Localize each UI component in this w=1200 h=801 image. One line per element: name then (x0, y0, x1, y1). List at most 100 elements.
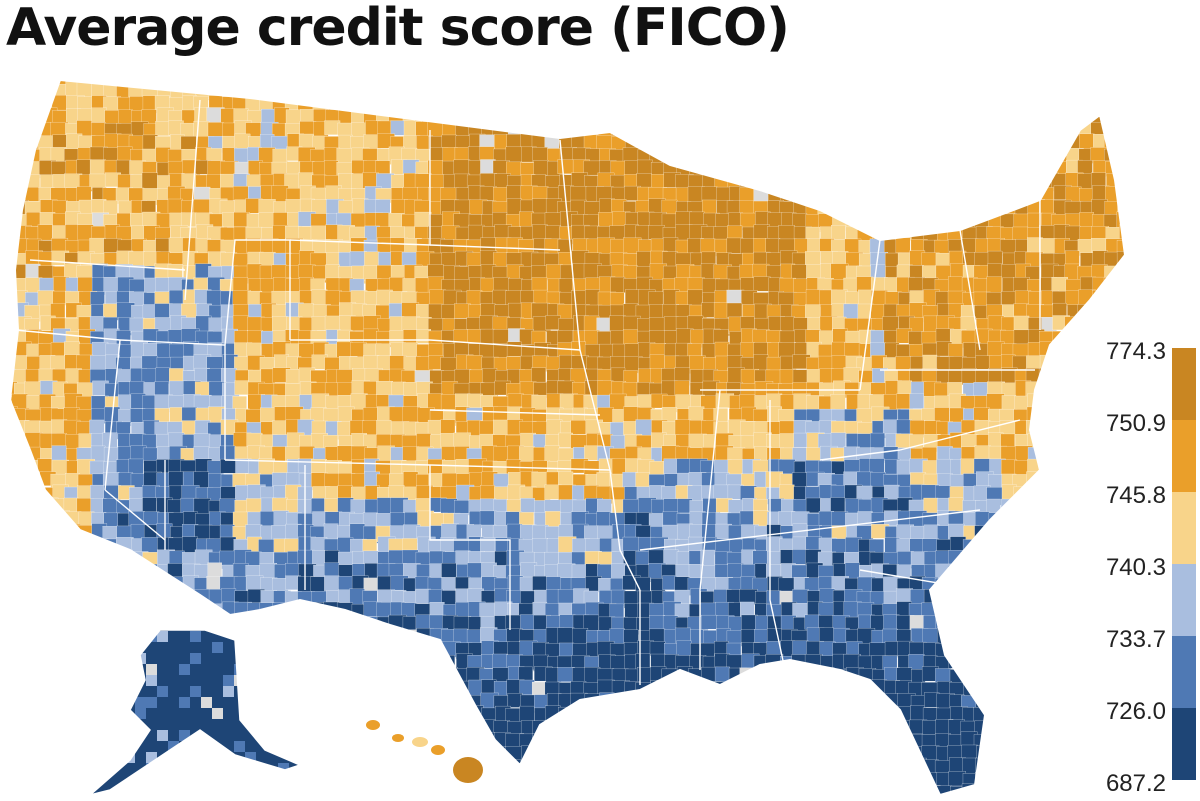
county-cell (819, 693, 835, 711)
county-cell (247, 643, 265, 659)
county-cell (63, 772, 82, 790)
county-cell (780, 121, 797, 140)
county-cell (689, 108, 706, 126)
county-cell (51, 693, 69, 710)
county-cell (583, 734, 599, 750)
county-cell (664, 797, 681, 801)
county-cell (1117, 175, 1125, 190)
county-cell (245, 80, 263, 87)
county-cell (805, 497, 822, 514)
county-cell (13, 472, 31, 489)
county-cell (102, 630, 114, 632)
county-cell (194, 602, 211, 619)
county-cell (975, 602, 991, 619)
county-cell (1025, 655, 1042, 673)
county-cell (779, 667, 798, 686)
county-cell (480, 783, 499, 795)
county-cell (831, 224, 846, 241)
county-cell (857, 759, 875, 775)
county-cell (1027, 146, 1043, 162)
county-cell (1052, 396, 1068, 415)
county-cell (532, 538, 548, 555)
county-cell (1052, 538, 1071, 555)
county-cell (558, 757, 575, 775)
county-cell (701, 694, 720, 710)
county-cell (38, 798, 53, 801)
county-cell (414, 96, 430, 114)
county-cell (141, 604, 160, 620)
county-cell (1117, 276, 1125, 294)
county-cell (597, 784, 613, 795)
county-cell (531, 744, 547, 760)
county-cell (52, 733, 68, 749)
county-cell (12, 537, 29, 554)
county-cell (739, 83, 755, 101)
county-cell (701, 133, 718, 149)
county-cell (1039, 744, 1055, 763)
county-cell (24, 524, 40, 542)
county-cell (715, 80, 734, 86)
county-cell (91, 630, 103, 632)
county-cell (921, 136, 937, 154)
county-cell (716, 785, 732, 795)
county-cell (403, 653, 420, 668)
county-cell (831, 745, 847, 760)
county-cell (611, 122, 629, 139)
county-cell (545, 315, 561, 330)
county-cell (701, 614, 718, 630)
county-cell (986, 122, 1003, 137)
county-cell (1026, 159, 1045, 175)
county-cell (246, 238, 262, 254)
county-cell (677, 692, 695, 710)
county-cell (481, 679, 497, 695)
county-cell (351, 654, 369, 671)
county-cell (1001, 575, 1018, 593)
county-cell (40, 719, 56, 735)
county-cell (428, 83, 446, 99)
county-cell (26, 83, 42, 102)
county-cell (155, 277, 171, 293)
county-cell (377, 120, 393, 136)
county-cell (1025, 708, 1042, 723)
county-cell (1028, 564, 1044, 583)
county-cell (493, 110, 511, 128)
county-cell (674, 576, 690, 592)
county-cell (545, 758, 562, 775)
county-cell (1053, 667, 1069, 686)
county-cell (884, 162, 899, 180)
county-cell (403, 95, 422, 111)
county-cell (884, 172, 901, 190)
county-cell (713, 302, 729, 320)
county-cell (858, 135, 875, 150)
county-cell (77, 224, 94, 241)
county-cell (78, 551, 94, 570)
county-cell (1040, 133, 1058, 151)
county-cell (818, 744, 834, 763)
county-cell (1116, 240, 1125, 256)
county-cell (845, 786, 862, 795)
county-cell (817, 760, 836, 776)
county-cell (923, 213, 940, 229)
county-cell (974, 614, 991, 630)
county-cell (987, 263, 1003, 278)
county-cell (1027, 758, 1045, 777)
county-cell (675, 797, 690, 801)
county-cell (1026, 616, 1044, 633)
county-cell (364, 797, 378, 801)
county-cell (897, 797, 914, 801)
county-cell (130, 604, 148, 622)
county-cell (286, 617, 304, 635)
county-cell (986, 642, 1002, 660)
county-cell (183, 772, 198, 789)
county-cell (492, 212, 508, 227)
county-cell (596, 122, 613, 138)
county-cell (570, 718, 587, 737)
county-cell (726, 706, 743, 723)
county-cell (871, 797, 887, 801)
county-cell (454, 797, 470, 801)
county-cell (557, 667, 575, 682)
county-cell (780, 681, 798, 697)
county-cell (1052, 718, 1070, 735)
county-cell (364, 693, 380, 709)
county-cell (285, 668, 304, 687)
